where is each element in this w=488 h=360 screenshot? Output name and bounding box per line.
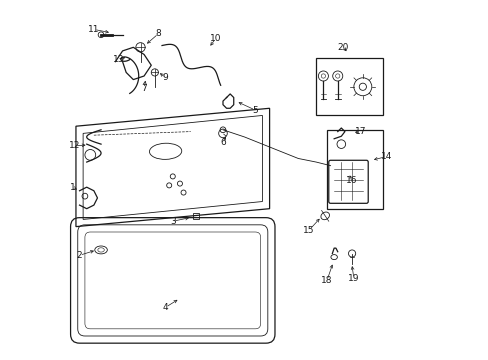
Text: 7: 7 (141, 84, 147, 93)
Text: 16: 16 (346, 176, 357, 185)
Bar (326, 130, 382, 209)
Text: 13: 13 (113, 55, 124, 64)
Text: 5: 5 (252, 105, 258, 114)
Text: 11: 11 (88, 25, 100, 34)
Text: 9: 9 (163, 73, 168, 82)
Text: 8: 8 (155, 29, 161, 38)
Text: 19: 19 (347, 274, 359, 283)
Text: 12: 12 (68, 141, 80, 150)
Text: 1: 1 (69, 183, 75, 192)
Text: 6: 6 (220, 138, 225, 147)
Text: 15: 15 (303, 226, 314, 235)
Bar (192, 213, 199, 220)
Text: 20: 20 (337, 43, 348, 52)
Bar (316, 58, 382, 116)
Text: 17: 17 (355, 127, 366, 136)
Text: 18: 18 (321, 276, 332, 285)
Text: 4: 4 (163, 303, 168, 312)
Text: 3: 3 (169, 217, 175, 226)
Text: 14: 14 (380, 152, 391, 161)
Text: 2: 2 (77, 251, 82, 260)
Text: 10: 10 (210, 34, 221, 43)
